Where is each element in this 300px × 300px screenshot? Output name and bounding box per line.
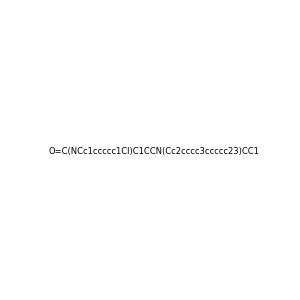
- Text: O=C(NCc1ccccc1Cl)C1CCN(Cc2cccc3ccccc23)CC1: O=C(NCc1ccccc1Cl)C1CCN(Cc2cccc3ccccc23)C…: [48, 147, 259, 156]
